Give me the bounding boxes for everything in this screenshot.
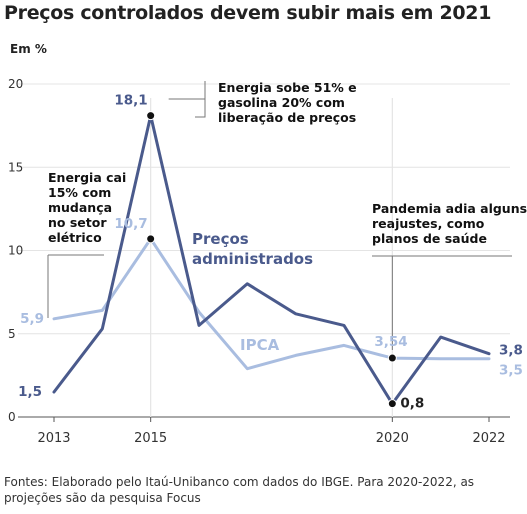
- x-tick-label: 2013: [37, 431, 70, 446]
- series-label-ipca: IPCA: [240, 336, 280, 354]
- annotation-text: Energia sobe 51% e gasolina 20% com libera…: [218, 80, 357, 125]
- y-tick-label: 5: [8, 327, 16, 341]
- annotation-text: Pandemia adia alguns reajustes, como plano…: [372, 201, 527, 246]
- data-label: 3,54: [374, 334, 407, 350]
- series-label-administrados: Preços administrados: [192, 230, 313, 268]
- y-tick-label: 15: [8, 160, 23, 174]
- x-tick-label: 2022: [472, 431, 505, 446]
- annotation-text: Energia cai 15% com mudança no setor elétric…: [48, 170, 126, 245]
- series-line-ipca: [52, 237, 491, 371]
- x-tick-label: 2015: [134, 431, 167, 446]
- data-label: 18,1: [114, 93, 147, 109]
- data-label: 3,5: [499, 363, 523, 379]
- data-point-marker: [146, 234, 156, 244]
- data-label: 5,9: [20, 311, 44, 327]
- data-point-marker: [387, 353, 397, 363]
- y-tick-label: 20: [8, 77, 23, 91]
- y-tick-label: 10: [8, 244, 23, 258]
- y-axis-unit-label: Em %: [10, 42, 47, 56]
- data-point-marker: [387, 399, 397, 409]
- data-label: 0,8: [400, 396, 424, 412]
- series-line-administrados: [52, 114, 491, 406]
- chart-title: Preços controlados devem subir mais em 2…: [4, 2, 492, 24]
- data-label: 10,7: [114, 216, 147, 232]
- data-label: 3,8: [499, 343, 523, 359]
- line-chart: 0 5 10 15 20 2013 2015 2020 2022 Preços administra…: [8, 77, 527, 446]
- data-label: 1,5: [18, 384, 42, 400]
- source-note: Fontes: Elaborado pelo Itaú-Unibanco com…: [4, 475, 475, 505]
- y-tick-label: 0: [8, 410, 16, 424]
- data-point-marker: [146, 111, 156, 121]
- annotation-leader-line: [195, 81, 206, 118]
- x-tick-label: 2020: [376, 431, 409, 446]
